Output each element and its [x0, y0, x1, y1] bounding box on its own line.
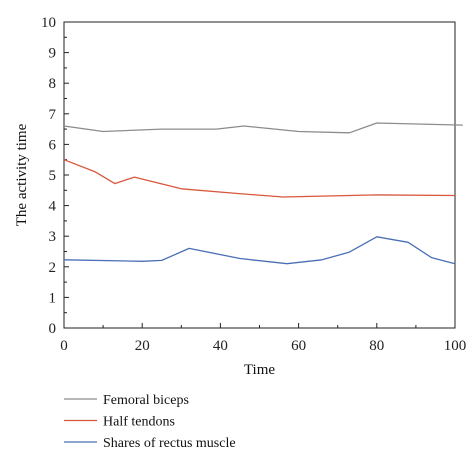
legend: Femoral biceps Half tendons Shares of rect…: [64, 393, 236, 451]
y-axis-title: The activity time: [14, 123, 30, 226]
x-tick-label: 100: [444, 338, 467, 354]
series-line-2: [63, 159, 456, 198]
legend-label: Femoral biceps: [103, 393, 189, 408]
x-tick-label: 20: [135, 338, 150, 354]
y-tick-label: 2: [49, 260, 57, 276]
series-layer: [63, 122, 463, 265]
x-axis-title: Time: [244, 362, 275, 378]
y-tick-label: 9: [49, 46, 57, 62]
y-tick-label: 0: [49, 321, 57, 337]
x-tick-label: 60: [291, 338, 306, 354]
y-tick-label: 6: [49, 137, 57, 153]
y-tick-label: 7: [49, 107, 57, 123]
y-tick-label: 10: [41, 15, 56, 31]
plot-frame: [63, 21, 456, 329]
x-tick-label: 0: [60, 338, 68, 354]
y-tick-label: 1: [49, 290, 57, 306]
series-line-1: [63, 122, 463, 134]
x-tick-label: 80: [369, 338, 384, 354]
y-tick-label: 3: [49, 229, 57, 245]
y-tick-label: 4: [49, 199, 57, 215]
y-tick-label: 5: [49, 168, 57, 184]
legend-label: Shares of rectus muscle: [103, 436, 236, 451]
y-tick-label: 8: [49, 76, 57, 92]
x-tick-label: 40: [213, 338, 228, 354]
series-line-3: [63, 236, 456, 265]
legend-label: Half tendons: [103, 415, 175, 430]
